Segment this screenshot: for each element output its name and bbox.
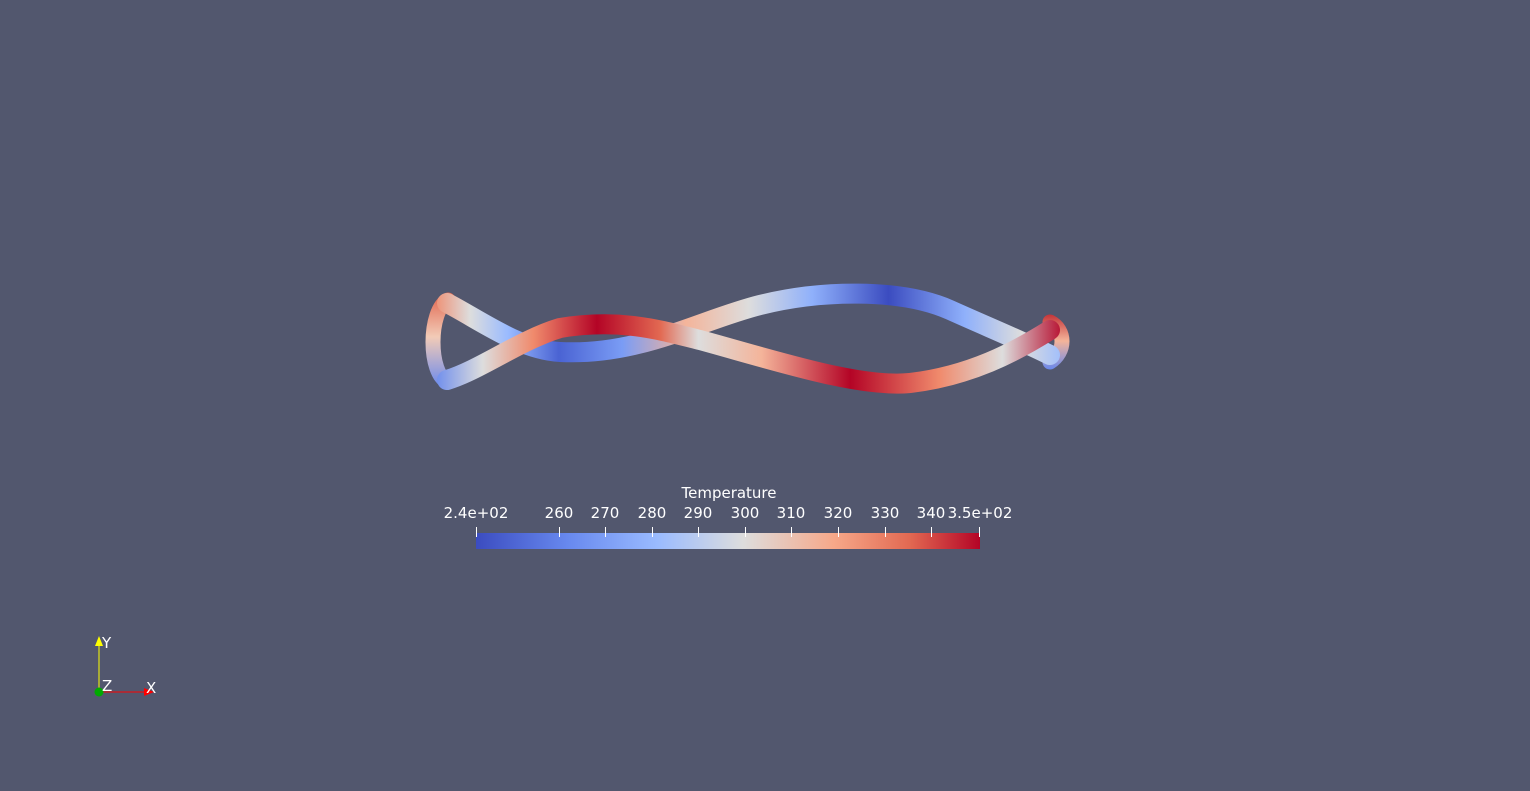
colorbar-tick-mark xyxy=(931,527,932,537)
colorbar-tick-mark xyxy=(838,527,839,537)
y-axis-arrow xyxy=(95,636,103,646)
colorbar-tick-label: 260 xyxy=(544,504,574,522)
orientation-axes xyxy=(94,636,154,697)
colorbar-tick-mark xyxy=(745,527,746,537)
colorbar-tick-label: 3.5e+02 xyxy=(947,504,1013,522)
colorbar-tick-mark xyxy=(652,527,653,537)
colorbar-tick-label: 340 xyxy=(916,504,946,522)
z-axis-dot xyxy=(94,687,104,697)
colorbar-tick-label: 270 xyxy=(590,504,620,522)
colorbar-tick-label: 300 xyxy=(730,504,760,522)
colorbar-tick-mark xyxy=(698,527,699,537)
colorbar-tick-label: 2.4e+02 xyxy=(443,504,509,522)
colorbar-tick-label: 330 xyxy=(870,504,900,522)
colorbar-tick-label: 290 xyxy=(683,504,713,522)
colorbar-tick-label: 320 xyxy=(823,504,853,522)
ribbon-strand-b xyxy=(437,314,1060,394)
colorbar-tick-mark xyxy=(791,527,792,537)
colorbar-tick-mark xyxy=(979,527,980,537)
colorbar-tick-mark xyxy=(559,527,560,537)
colorbar-title: Temperature xyxy=(681,484,777,502)
x-axis-label: X xyxy=(146,679,157,697)
y-axis-label: Y xyxy=(102,634,112,652)
colorbar-tick-mark xyxy=(605,527,606,537)
colorbar-tick-mark xyxy=(476,527,477,537)
x-axis-arrow xyxy=(144,688,154,696)
colorbar-tick-mark xyxy=(885,527,886,537)
colorbar-gradient xyxy=(476,533,980,549)
colorbar-tick-label: 310 xyxy=(776,504,806,522)
colorbar-tick-label: 280 xyxy=(637,504,667,522)
z-axis-label: Z xyxy=(102,677,113,695)
